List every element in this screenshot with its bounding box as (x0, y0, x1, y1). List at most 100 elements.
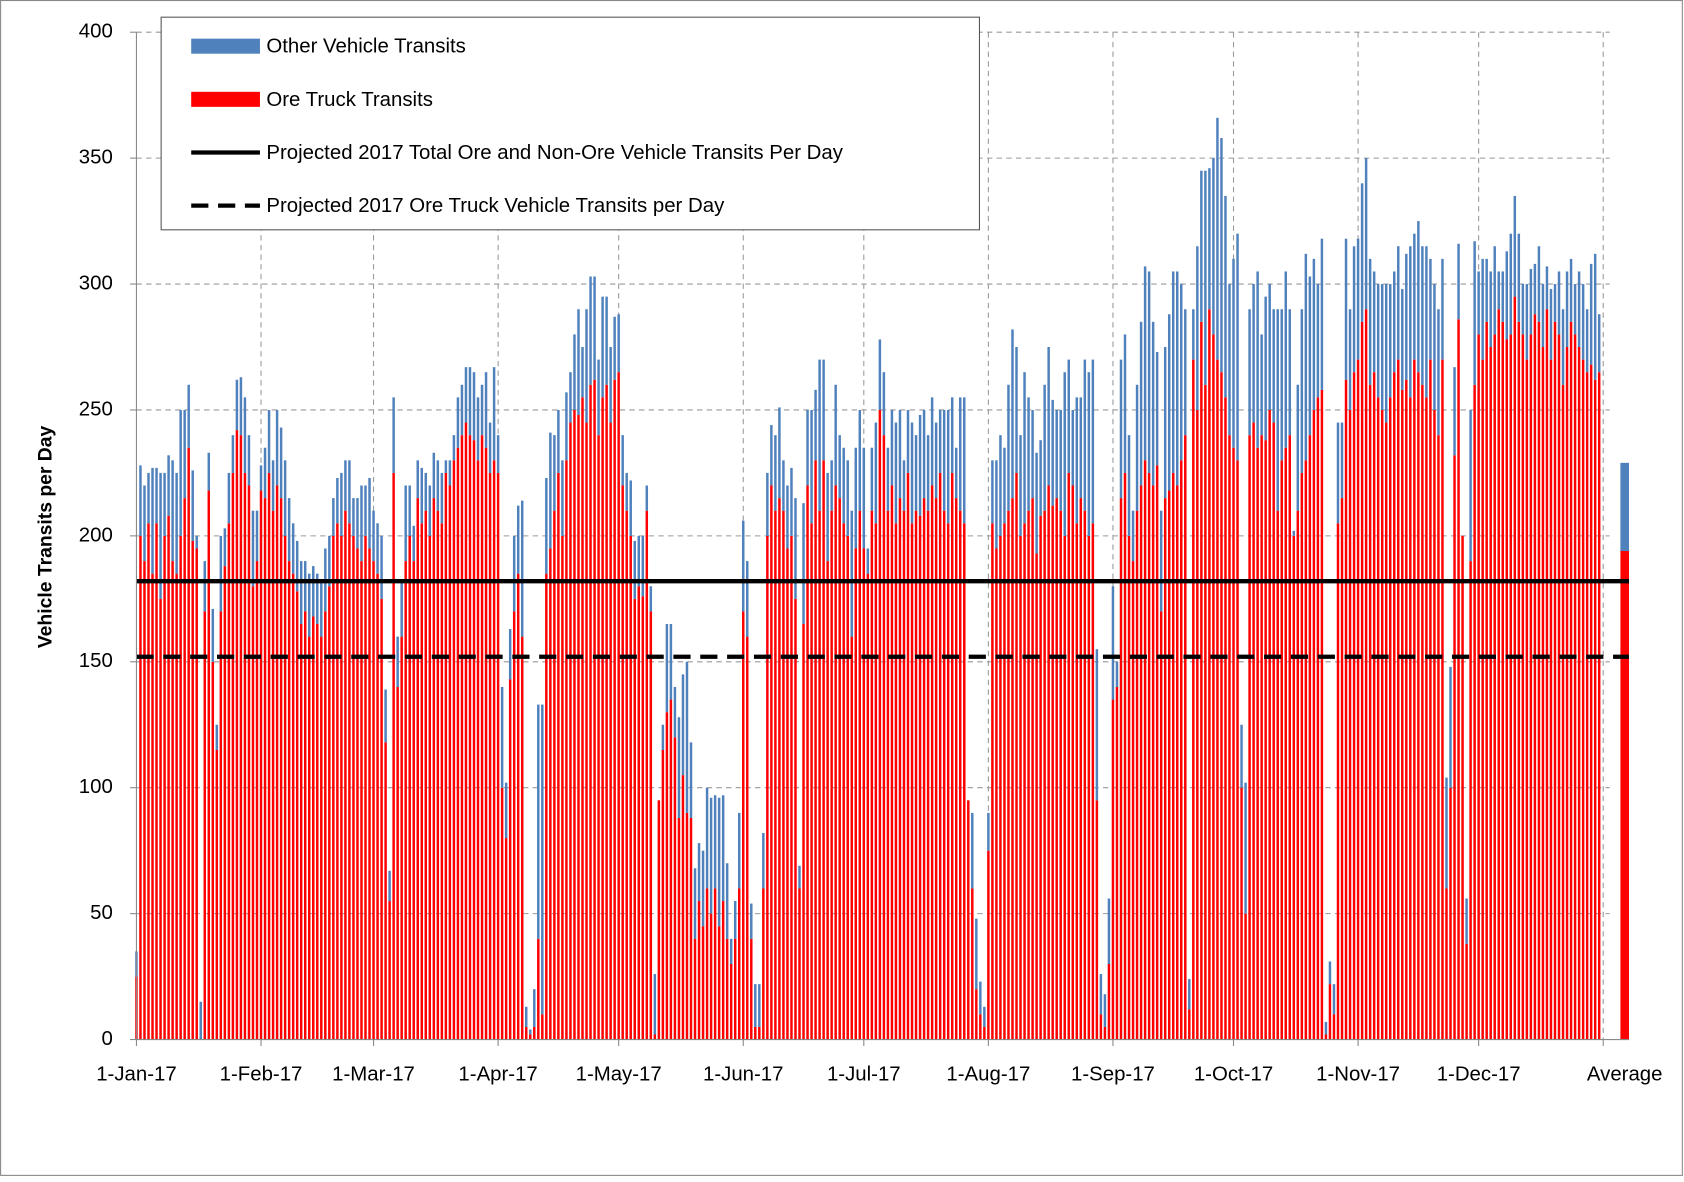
bar-segment (1011, 498, 1014, 1040)
bar-segment (553, 435, 556, 511)
bar-segment (681, 775, 685, 1040)
bar-segment (496, 435, 500, 473)
bar-segment (151, 573, 154, 1040)
bar-segment (1075, 397, 1079, 524)
bar-segment (617, 314, 620, 373)
bar-segment (1212, 158, 1215, 335)
bar-segment (677, 717, 681, 818)
bar-segment (235, 430, 239, 1040)
bar-segment (1513, 296, 1517, 1040)
bar-segment (424, 472, 428, 511)
bar-segment (1324, 1021, 1328, 1035)
bar-segment (1529, 268, 1533, 335)
bar-segment (207, 490, 211, 1040)
bar-segment (1553, 321, 1557, 1040)
bar-segment (1023, 523, 1026, 1040)
bar-segment (1043, 384, 1046, 511)
bar-segment (886, 447, 890, 511)
bar-segment (492, 460, 496, 1040)
bar-segment (1545, 309, 1549, 1040)
bar-segment (448, 485, 452, 1040)
bar-segment (219, 611, 223, 1040)
bar-segment (729, 963, 733, 1040)
bar-segment (581, 347, 584, 398)
bar-segment (400, 636, 403, 1040)
bar-segment (271, 460, 275, 511)
bar-segment (1477, 271, 1480, 335)
bar-segment (1184, 435, 1187, 1040)
bar-segment (633, 598, 636, 1040)
bar-segment (1176, 485, 1179, 1040)
bar-segment (171, 561, 174, 1040)
bar-segment (191, 470, 194, 541)
bar-segment (1316, 397, 1320, 1040)
bar-segment (267, 472, 271, 1040)
bar-segment (625, 472, 628, 511)
bar-segment (1087, 372, 1091, 536)
bar-segment (589, 384, 592, 1040)
bar-segment (1003, 447, 1006, 524)
bar-segment (1485, 321, 1488, 1040)
legend-swatch (191, 38, 260, 54)
bar-segment (866, 573, 870, 1040)
bar-segment (1441, 359, 1444, 1040)
y-axis-label: Vehicle Transits per Day (35, 426, 56, 649)
bar-segment (999, 435, 1002, 536)
bar-segment (444, 472, 448, 1040)
bar-segment (577, 414, 580, 1040)
bar-segment (1441, 258, 1444, 360)
bar-segment (255, 510, 259, 562)
bar-segment (1453, 455, 1456, 1040)
bar-segment (1284, 271, 1287, 448)
bar-segment (918, 515, 922, 1040)
bar-segment (1079, 498, 1083, 1040)
bar-segment (452, 460, 456, 1040)
bar-segment (1232, 447, 1235, 1040)
bar-segment (1433, 284, 1436, 410)
bar-segment (480, 384, 484, 436)
bar-segment (701, 926, 705, 1040)
x-tick-label: 1-Sep-17 (1071, 1063, 1155, 1085)
bar-segment (854, 548, 858, 1040)
bar-segment (460, 384, 464, 436)
bar-segment (1505, 251, 1509, 340)
bar-segment (1151, 321, 1155, 486)
bar-segment (472, 440, 476, 1040)
bar-segment (1537, 321, 1541, 1040)
bar-segment (1477, 334, 1480, 1040)
bar-segment (597, 359, 600, 436)
bar-segment (1561, 384, 1565, 1040)
bar-segment (814, 389, 817, 461)
bar-segment (1409, 397, 1412, 1040)
bar-segment (291, 523, 295, 574)
bar-segment (878, 339, 882, 410)
bar-segment (1188, 979, 1191, 1010)
bar-segment (1027, 510, 1030, 1040)
bar-segment (356, 498, 359, 549)
bar-segment (629, 480, 632, 536)
bar-segment (963, 523, 966, 1040)
bar-segment (661, 724, 665, 750)
bar-segment (830, 460, 833, 511)
bar-segment (143, 485, 146, 562)
legend-swatch (191, 91, 260, 107)
bar-segment (1107, 963, 1111, 1040)
bar-segment (428, 485, 432, 536)
bar-segment (428, 535, 432, 1040)
bar-segment (942, 510, 946, 1040)
bar-segment (1324, 1034, 1328, 1040)
bar-segment (1011, 329, 1014, 499)
bar-segment (1577, 271, 1581, 348)
bar-segment (392, 397, 395, 473)
bar-segment (870, 447, 874, 511)
bar-segment (689, 817, 693, 1040)
bar-segment (898, 409, 902, 499)
bar-segment (175, 472, 178, 574)
bar-segment (645, 485, 649, 511)
bar-segment (557, 472, 560, 1040)
bar-segment (934, 422, 938, 499)
bar-segment (930, 485, 934, 1040)
bar-segment (163, 472, 166, 536)
bar-segment (1449, 787, 1452, 1040)
bar-segment (995, 460, 998, 549)
